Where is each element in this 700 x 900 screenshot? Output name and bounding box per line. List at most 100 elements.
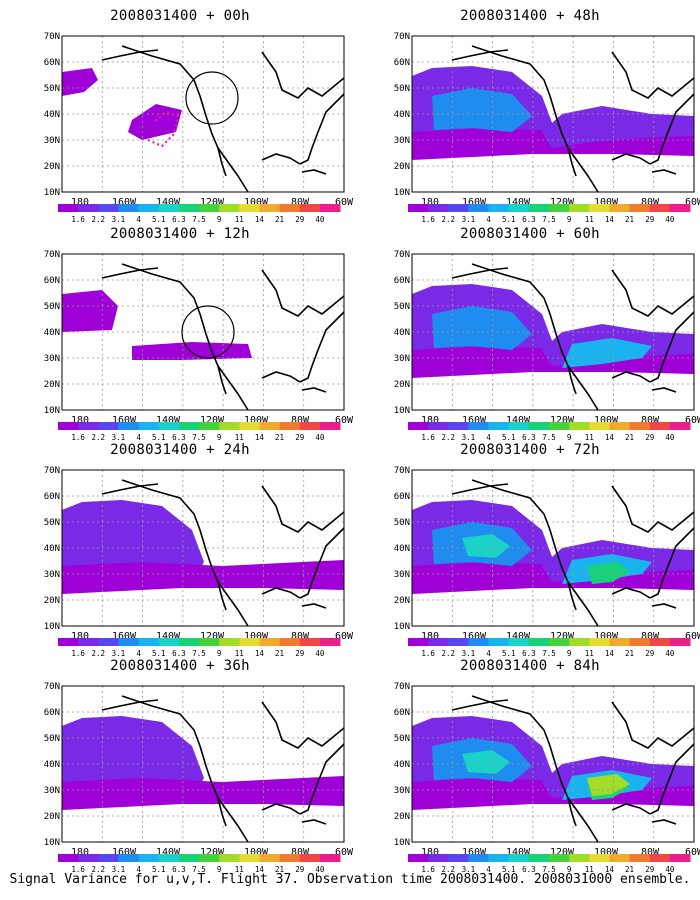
lon-tick-label: 80W <box>641 847 660 858</box>
colorbar-swatch <box>428 422 449 430</box>
variance-contour-0 <box>62 500 204 582</box>
colorbar-label: 4 <box>486 215 491 224</box>
colorbar-swatch <box>78 638 99 646</box>
colorbar-label: 29 <box>295 649 304 658</box>
colorbar-label: 2.2 <box>442 433 456 442</box>
colorbar-label: 1.6 <box>71 215 85 224</box>
colorbar-swatch <box>669 854 691 862</box>
lon-tick-label: 100W <box>594 197 619 208</box>
lat-tick-label: 30N <box>44 570 60 580</box>
baja-peninsula <box>217 147 227 177</box>
lat-tick-label: 50N <box>44 302 60 312</box>
colorbar-label: 29 <box>295 433 304 442</box>
colorbar-swatch <box>629 638 651 646</box>
lat-tick-label: 30N <box>44 136 60 146</box>
lat-tick-label: 70N <box>394 32 410 42</box>
west-coastline <box>471 479 599 627</box>
colorbar-label: 6.3 <box>522 865 536 874</box>
colorbar-swatch <box>609 638 631 646</box>
gulf-coast <box>611 803 651 815</box>
east-coastline <box>299 743 345 815</box>
map-plot: 180 160W 140W 120W 100W 80W 60W 10N 20N 30N 40N 50N… <box>394 466 700 642</box>
variance-field <box>62 68 182 140</box>
lat-tick-label: 50N <box>44 518 60 528</box>
colorbar-label: 2.2 <box>92 865 106 874</box>
lon-tick-label: 180 <box>71 197 89 208</box>
cuba-island <box>651 819 677 825</box>
colorbar-swatch <box>239 638 260 646</box>
colorbar-label: 1.6 <box>71 433 85 442</box>
lon-tick-label: 60W <box>335 631 354 642</box>
colorbar-swatch <box>549 854 570 862</box>
variance-contour-5 <box>462 750 510 774</box>
colorbar-swatch <box>569 638 590 646</box>
colorbar-swatch <box>299 854 321 862</box>
panel-title: 2008031400 + 00h <box>110 8 250 24</box>
colorbar-swatch <box>408 204 429 212</box>
lon-tick-label: 80W <box>291 415 310 426</box>
colorbar-swatch <box>219 422 240 430</box>
lon-tick-label: 140W <box>156 631 181 642</box>
colorbar-label: 2.2 <box>92 649 106 658</box>
colorbar-label: 3.1 <box>112 649 126 658</box>
lat-tick-label: 10N <box>44 188 60 198</box>
colorbar-swatch <box>279 638 301 646</box>
colorbar-swatch <box>138 204 160 212</box>
lat-tick-label: 40N <box>394 544 410 554</box>
variance-contour-c <box>132 342 252 360</box>
colorbar-label: 6.3 <box>522 649 536 658</box>
colorbar-swatch <box>199 204 220 212</box>
colorbar-label: 7.5 <box>542 649 556 658</box>
colorbar-swatch <box>408 854 429 862</box>
colorbar-swatch <box>488 422 510 430</box>
map-plot: 180 160W 140W 120W 100W 80W 60W 10N 20N 30N 40N 50N… <box>394 682 700 858</box>
colorbar-swatch <box>609 204 631 212</box>
colorbar-label: 40 <box>315 215 325 224</box>
colorbar-label: 21 <box>625 433 634 442</box>
lat-tick-label: 10N <box>44 406 60 416</box>
colorbar-label: 1.6 <box>421 433 435 442</box>
lat-tick-label: 40N <box>44 110 60 120</box>
colorbar-label: 4 <box>136 215 141 224</box>
lon-tick-label: 80W <box>641 197 660 208</box>
colorbar-label: 5.1 <box>152 865 166 874</box>
colorbar-label: 3.1 <box>462 433 476 442</box>
lat-tick-label: 50N <box>44 84 60 94</box>
lon-tick-label: 160W <box>112 631 137 642</box>
east-coastline <box>299 527 345 599</box>
map-frame <box>411 253 695 411</box>
colorbar-swatch <box>319 854 341 862</box>
flight-track <box>147 110 180 148</box>
colorbar-label: 14 <box>255 865 265 874</box>
map-frame <box>61 685 345 843</box>
colorbar-swatch <box>219 854 240 862</box>
colorbar-label: 5.1 <box>152 433 166 442</box>
cuba-island <box>651 169 677 175</box>
lat-tick-label: 50N <box>394 734 410 744</box>
colorbar-label: 9 <box>217 649 222 658</box>
lat-tick-label: 70N <box>44 682 60 692</box>
colorbar-label: 21 <box>625 865 634 874</box>
baja-peninsula <box>567 365 577 395</box>
lat-tick-label: 60N <box>394 492 410 502</box>
lon-tick-label: 80W <box>291 631 310 642</box>
colorbar-label: 5.1 <box>152 215 166 224</box>
graticule <box>412 254 694 410</box>
lon-tick-label: 180 <box>71 415 89 426</box>
lon-tick-label: 60W <box>685 847 700 858</box>
variance-contour-4 <box>562 338 652 368</box>
colorbar-swatch <box>58 638 79 646</box>
colorbar-swatch <box>118 422 140 430</box>
colorbar-label: 40 <box>665 215 675 224</box>
lon-tick-label: 120W <box>550 631 575 642</box>
colorbar-label: 7.5 <box>542 215 556 224</box>
colorbar: 1.6 2.2 3.1 4 5.1 6.3 7.5 9 11 14 21 29 40 <box>408 204 691 224</box>
lat-tick-label: 20N <box>44 162 60 172</box>
variance-contour-0 <box>62 716 204 798</box>
colorbar-label: 9 <box>217 433 222 442</box>
colorbar-label: 3.1 <box>112 215 126 224</box>
colorbar-label: 9 <box>217 865 222 874</box>
baja-peninsula <box>217 797 227 827</box>
map-panel-00h: 2008031400 + 00h 180 160W 140W 120W 100W 80W 6… <box>30 8 370 224</box>
colorbar-swatch <box>528 854 550 862</box>
